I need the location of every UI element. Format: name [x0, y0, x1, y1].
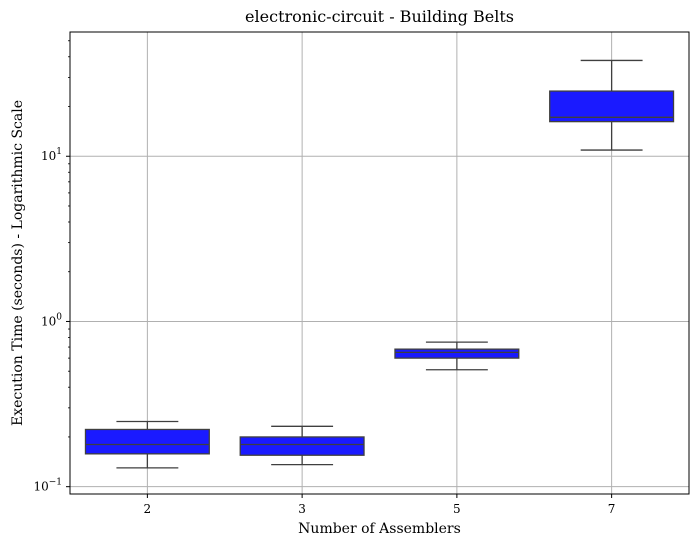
x-tick-label: 3: [298, 502, 306, 516]
x-tick-label: 2: [144, 502, 152, 516]
box-5: [394, 348, 520, 359]
box-3: [239, 436, 365, 456]
x-axis-label: Number of Assemblers: [298, 521, 461, 537]
y-tick-label: 10−1: [33, 478, 62, 494]
y-tick-label: 100: [41, 312, 62, 328]
box-series: [84, 59, 675, 469]
x-tick-label: 5: [453, 502, 461, 516]
x-tick-label: 7: [608, 502, 616, 516]
chart-title: electronic-circuit - Building Belts: [245, 7, 514, 26]
box-7: [549, 90, 675, 123]
y-axis-label: Execution Time (seconds) - Logarithmic S…: [10, 100, 26, 426]
y-tick-label: 101: [41, 147, 62, 163]
plot-frame: [69, 31, 690, 495]
axis-ticks: 2 3 5 7 10−1 100 101: [33, 40, 616, 516]
box-2: [84, 428, 210, 455]
